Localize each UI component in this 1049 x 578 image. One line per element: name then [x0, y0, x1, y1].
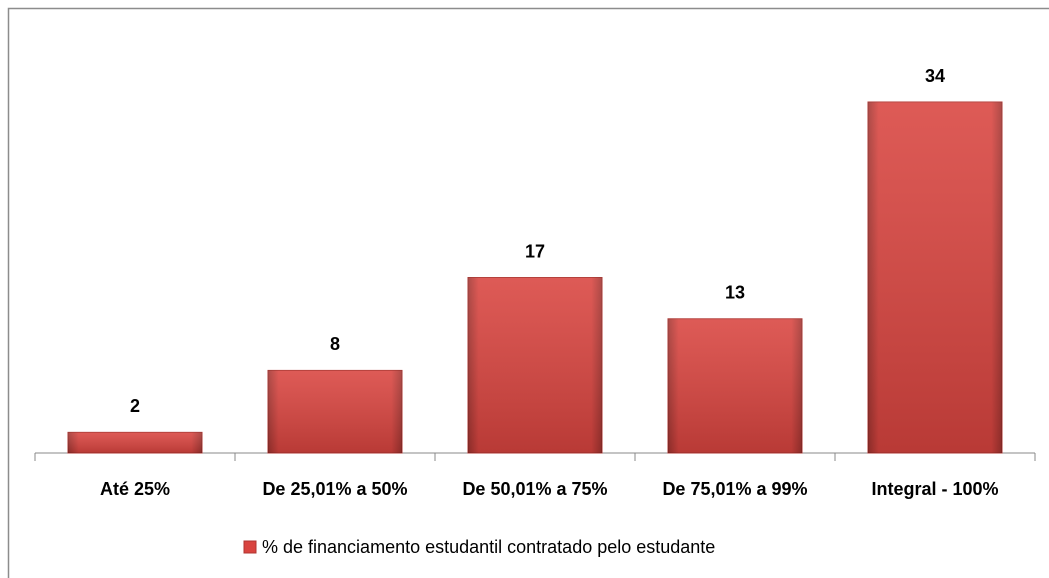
legend-label: % de financiamento estudantil contratado…	[262, 537, 715, 557]
value-label: 8	[330, 334, 340, 354]
bar-shade	[868, 102, 1002, 453]
bar-shade	[468, 277, 602, 453]
bar-shade	[268, 370, 402, 453]
chart-frame	[7, 7, 1049, 578]
x-tick-label: Integral - 100%	[871, 479, 998, 499]
bar-shade	[68, 432, 202, 453]
x-tick-label: De 50,01% a 75%	[462, 479, 607, 499]
x-tick-label: De 25,01% a 50%	[262, 479, 407, 499]
value-label: 13	[725, 283, 745, 303]
x-tick-label: De 75,01% a 99%	[662, 479, 807, 499]
legend-swatch	[243, 540, 257, 554]
bar-shade	[668, 318, 802, 453]
x-tick-label: Até 25%	[100, 479, 170, 499]
value-label: 17	[525, 241, 545, 261]
value-label: 34	[925, 66, 945, 86]
value-label: 2	[130, 396, 140, 416]
